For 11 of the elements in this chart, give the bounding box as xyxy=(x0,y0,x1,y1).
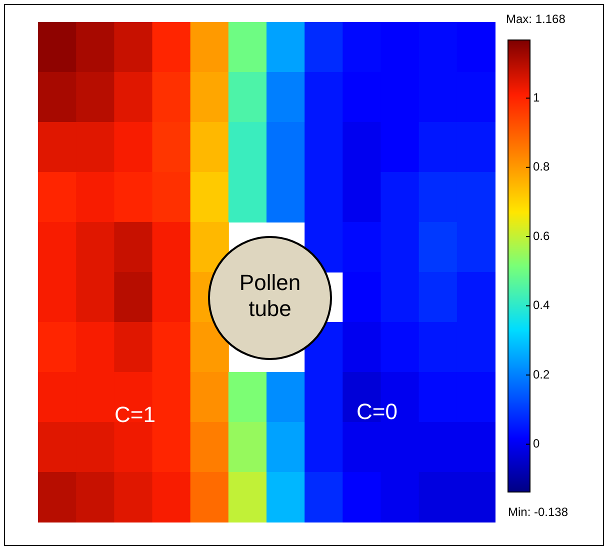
color-bar-label: 1 xyxy=(533,90,540,104)
text: Max: 1.168 xyxy=(506,12,566,26)
color-bar-label: 0.2 xyxy=(533,367,550,382)
color-bar-label: 0 xyxy=(533,436,540,451)
color-bar-label: 0.6 xyxy=(533,228,550,243)
text: Min: -0.138 xyxy=(508,505,568,519)
color-bar-label: 0.4 xyxy=(533,298,550,312)
annotation: C=1 xyxy=(114,402,156,428)
annotation: C=0 xyxy=(356,399,398,425)
annotation: Pollen tube xyxy=(238,270,302,322)
color-bar-label: 0.8 xyxy=(533,160,550,174)
